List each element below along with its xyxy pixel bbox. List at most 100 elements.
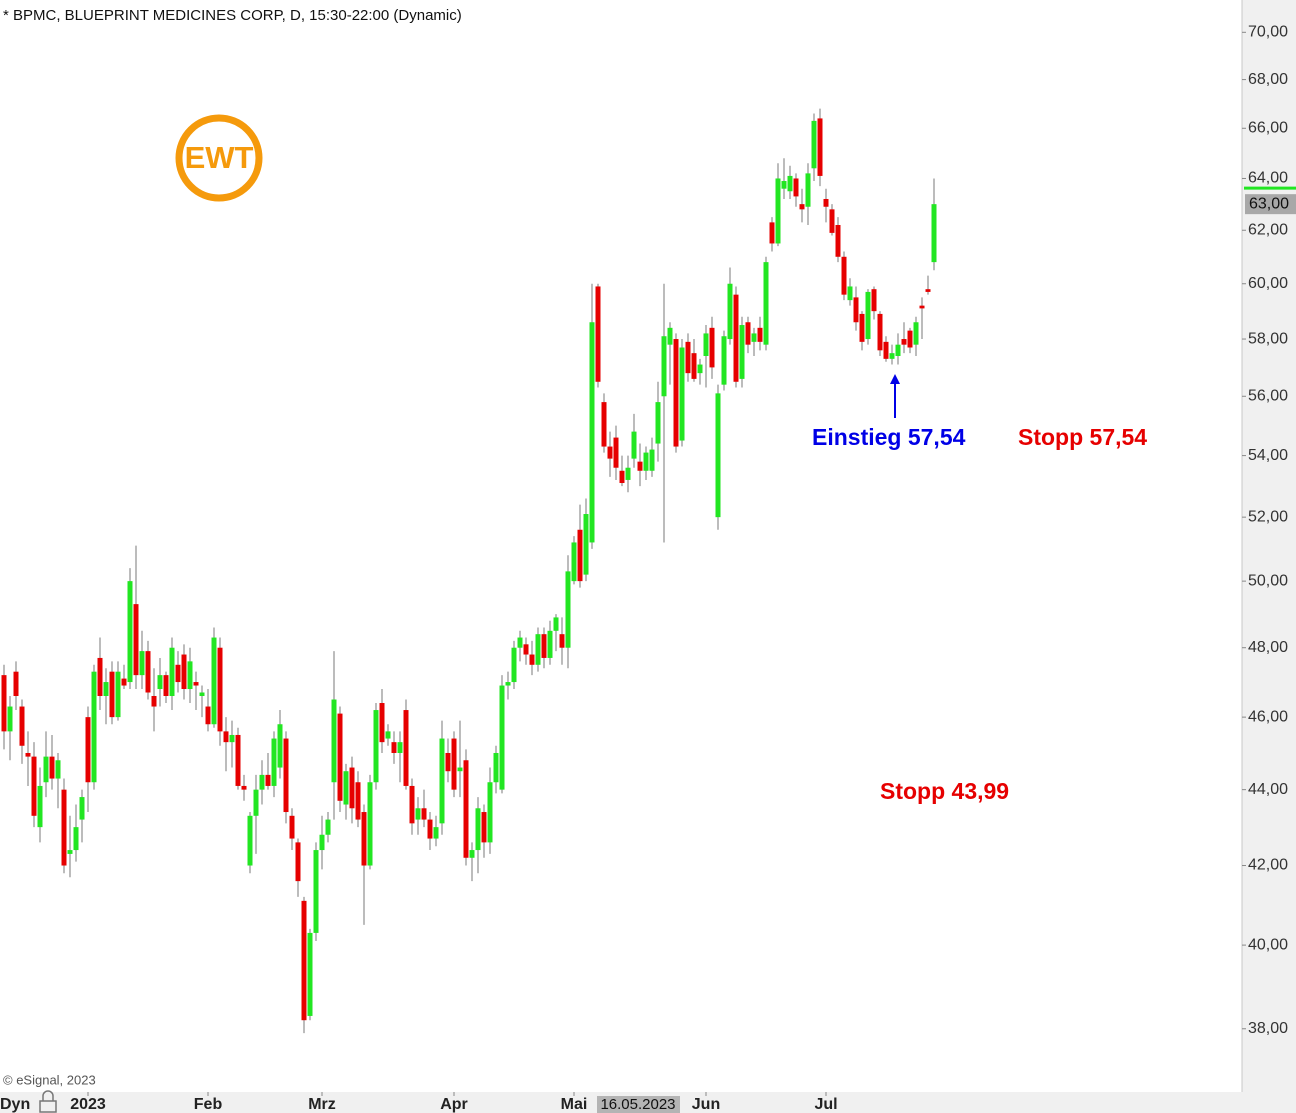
y-tick-label: 42,00: [1248, 857, 1288, 874]
candle-body: [655, 402, 661, 444]
y-tick-label: 40,00: [1248, 936, 1288, 953]
candle-body: [67, 850, 73, 854]
candle-body: [895, 344, 901, 356]
candle-body: [181, 654, 187, 690]
candle-body: [781, 181, 787, 189]
lock-shackle: [42, 1090, 54, 1101]
candle-body: [73, 827, 79, 851]
candle-body: [133, 604, 139, 676]
candle-body: [409, 785, 415, 824]
candle-body: [469, 850, 475, 858]
candle-body: [523, 644, 529, 655]
candle-body: [577, 529, 583, 582]
candle-body: [643, 452, 649, 471]
candle-body: [403, 710, 409, 786]
annotation: Einstieg 57,54: [812, 424, 966, 450]
candle-body: [433, 827, 439, 839]
crosshair-label: 16.05.2023: [600, 1096, 675, 1113]
candle-body: [739, 325, 745, 379]
entry-arrow: [890, 374, 900, 418]
candle-body: [349, 767, 355, 809]
candle-body: [751, 333, 757, 342]
x-tick-label: 2023: [70, 1096, 106, 1113]
candle-body: [727, 283, 733, 340]
candle-body: [625, 467, 631, 480]
candle-body: [13, 671, 19, 696]
lock-icon: [39, 1090, 57, 1113]
candle-body: [1, 675, 7, 732]
candle-body: [847, 286, 853, 301]
candle-body: [247, 815, 253, 866]
x-tick-label: Apr: [440, 1096, 468, 1113]
candle-body: [115, 671, 121, 718]
candle-body: [235, 734, 241, 786]
candle-body: [457, 767, 463, 772]
candle-body: [79, 797, 85, 820]
last-price-box: [1245, 194, 1296, 215]
candle-body: [757, 327, 763, 342]
y-tick-label: 46,00: [1248, 708, 1288, 725]
candle-body: [43, 756, 49, 783]
candle-body: [547, 630, 553, 658]
candle-body: [163, 675, 169, 696]
candle-body: [55, 760, 61, 779]
candle-body: [883, 341, 889, 359]
y-tick-label: 66,00: [1248, 119, 1288, 136]
candle-body: [7, 706, 13, 732]
candle-body: [31, 756, 37, 816]
candle-body: [223, 731, 229, 743]
annotation: Stopp 43,99: [880, 778, 1009, 804]
candle-body: [151, 695, 157, 707]
candle-body: [649, 449, 655, 471]
candle-body: [817, 118, 823, 176]
candle-body: [337, 713, 343, 801]
candle-body: [535, 634, 541, 665]
candle-body: [445, 752, 451, 772]
candle-body: [139, 651, 145, 676]
chart-title: * BPMC, BLUEPRINT MEDICINES CORP, D, 15:…: [3, 7, 462, 24]
candle-body: [49, 756, 55, 779]
candle-body: [37, 785, 43, 828]
candle-body: [613, 437, 619, 468]
candle-body: [415, 808, 421, 820]
candle-body: [661, 336, 667, 397]
candle-body: [685, 341, 691, 374]
candle-body: [517, 637, 523, 648]
candle-body: [25, 752, 31, 757]
candle-body: [97, 657, 103, 696]
candle-body: [91, 671, 97, 783]
candle-body: [421, 808, 427, 820]
candle-body: [157, 675, 163, 690]
candle-body: [121, 678, 127, 686]
y-tick-label: 50,00: [1248, 572, 1288, 589]
logo: EWT: [175, 114, 263, 202]
candle-body: [529, 654, 535, 665]
candle-body: [691, 353, 697, 379]
candle-body: [343, 771, 349, 805]
x-tick-label: Mai: [561, 1096, 588, 1113]
candle-body: [595, 286, 601, 382]
candle-body: [721, 336, 727, 385]
y-tick-label: 54,00: [1248, 447, 1288, 464]
y-tick-label: 44,00: [1248, 781, 1288, 798]
candle-body: [481, 812, 487, 843]
candle-body: [199, 692, 205, 696]
candle-body: [289, 815, 295, 839]
candle-body: [709, 327, 715, 368]
candle-body: [931, 204, 937, 263]
annotation: Stopp 57,54: [1018, 424, 1147, 450]
candle-body: [145, 651, 151, 693]
candle-body: [715, 393, 721, 518]
candle-body: [355, 782, 361, 820]
candle-body: [835, 225, 841, 257]
logo-ring: [175, 114, 263, 202]
candle-body: [853, 297, 859, 323]
candle-body: [607, 446, 613, 459]
candle-body: [619, 470, 625, 484]
candle-body: [733, 294, 739, 382]
candle-body: [583, 514, 589, 575]
y-tick-label: 64,00: [1248, 170, 1288, 187]
y-tick-label: 62,00: [1248, 221, 1288, 238]
